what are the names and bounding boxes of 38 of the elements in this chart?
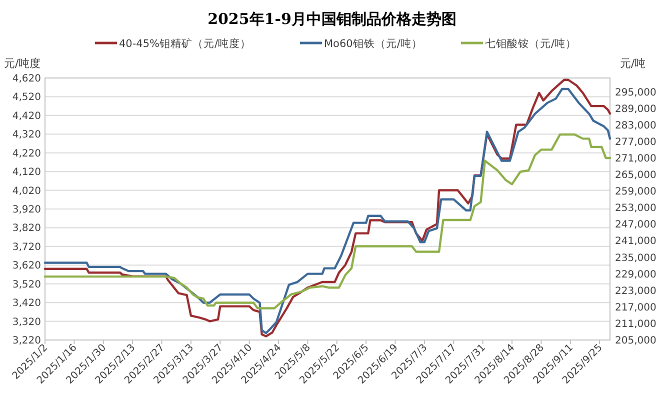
y-tick-label: 4,020 (12, 186, 41, 197)
y2-tick-label: 247,000 (615, 220, 656, 231)
y-axis-title: 元/吨度 (4, 57, 41, 70)
y2-tick-label: 223,000 (615, 286, 656, 297)
line-series (44, 133, 612, 310)
y2-tick-label: 283,000 (615, 120, 656, 132)
y2-tick-label: 265,000 (615, 170, 656, 182)
y-tick-label: 3,920 (12, 204, 41, 216)
y2-tick-label: 289,000 (615, 104, 656, 115)
legend-label: 七钼酸铵（元/吨） (485, 37, 577, 50)
legend-label: 40-45%钼精矿（元/吨度） (119, 37, 252, 50)
y-tick-label: 4,420 (12, 110, 41, 122)
y-tick-label: 4,320 (12, 130, 41, 141)
y-tick-label: 4,520 (12, 92, 41, 104)
legend-label: Mo60钼铁（元/吨） (324, 37, 422, 50)
y-tick-label: 4,620 (12, 74, 41, 84)
y-tick-label: 3,420 (12, 298, 41, 310)
y2-tick-label: 253,000 (615, 203, 656, 214)
y2-tick-label: 235,000 (615, 252, 656, 264)
chart-title: 2025年1-9月中国钼制品价格走势图 (208, 10, 456, 28)
y-tick-label: 3,620 (12, 260, 41, 272)
y2-tick-label: 277,000 (615, 136, 656, 148)
y-tick-label: 4,220 (12, 148, 41, 160)
y2-tick-label: 271,000 (615, 153, 656, 164)
y-tick-label: 3,820 (12, 223, 41, 234)
y2-tick-label: 259,000 (615, 186, 656, 198)
y2-tick-label: 217,000 (615, 302, 656, 314)
y-tick-label: 3,320 (12, 316, 41, 328)
y2-tick-label: 295,000 (615, 87, 656, 98)
y2-tick-label: 241,000 (615, 236, 656, 248)
y2-axis-title: 元/吨 (620, 57, 646, 70)
y2-tick-label: 211,000 (615, 318, 656, 330)
y2-tick-label: 205,000 (615, 336, 656, 346)
y-tick-label: 3,520 (12, 279, 41, 290)
y-tick-label: 3,220 (12, 336, 41, 346)
y2-tick-label: 229,000 (615, 269, 656, 280)
y-tick-label: 4,120 (12, 167, 41, 178)
y-tick-label: 3,720 (12, 242, 41, 253)
